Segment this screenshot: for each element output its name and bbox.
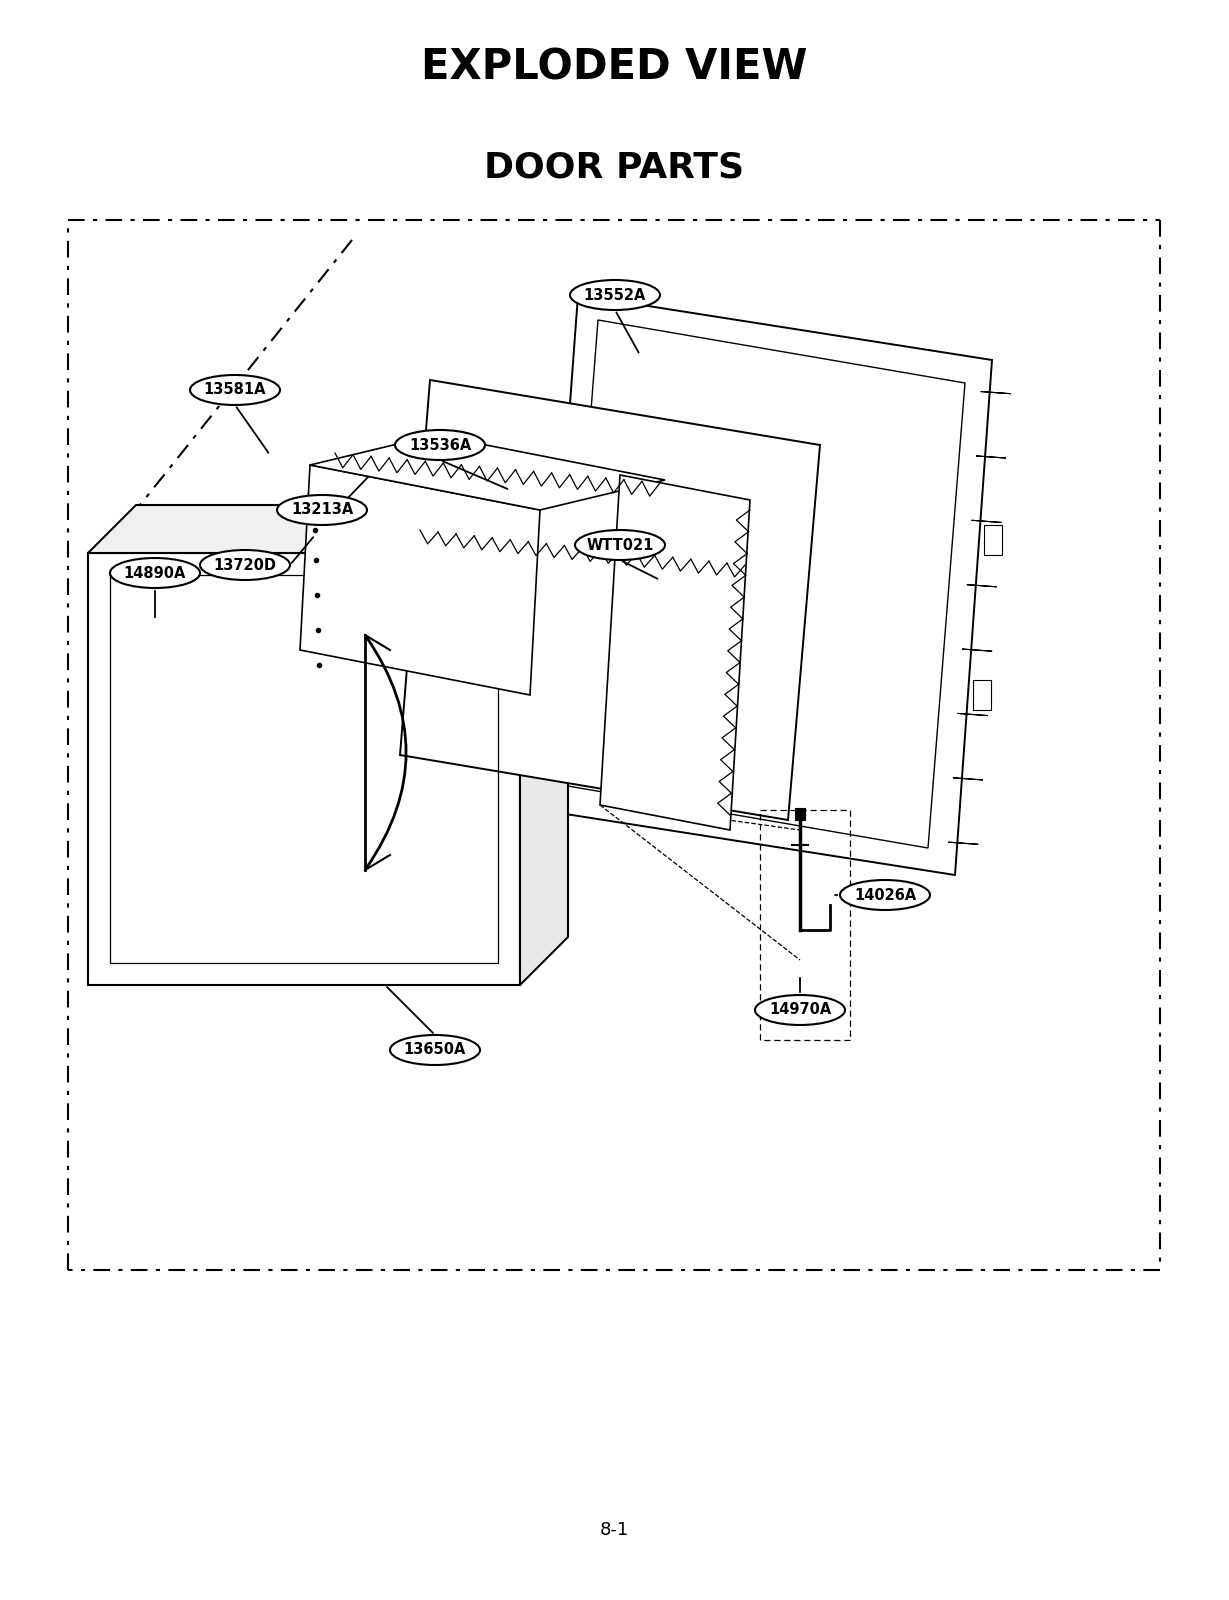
Ellipse shape <box>390 1035 481 1066</box>
Ellipse shape <box>277 494 367 525</box>
Polygon shape <box>949 842 978 845</box>
Polygon shape <box>976 456 1007 458</box>
Polygon shape <box>88 506 568 554</box>
FancyBboxPatch shape <box>973 680 991 710</box>
Polygon shape <box>540 294 992 875</box>
Polygon shape <box>300 466 540 694</box>
Text: 13720D: 13720D <box>214 557 277 573</box>
Ellipse shape <box>839 880 930 910</box>
Polygon shape <box>520 506 568 986</box>
Polygon shape <box>562 320 965 848</box>
Bar <box>795 808 805 819</box>
Polygon shape <box>957 714 988 715</box>
Ellipse shape <box>190 374 280 405</box>
Text: 13552A: 13552A <box>584 288 646 302</box>
Ellipse shape <box>111 558 200 587</box>
Polygon shape <box>88 554 520 986</box>
Text: 14026A: 14026A <box>854 888 916 902</box>
Text: 13650A: 13650A <box>404 1043 466 1058</box>
FancyBboxPatch shape <box>984 525 1002 555</box>
Ellipse shape <box>200 550 290 579</box>
FancyArrowPatch shape <box>366 637 406 867</box>
Ellipse shape <box>755 995 846 1026</box>
Polygon shape <box>967 584 997 587</box>
Polygon shape <box>399 379 820 819</box>
Text: 14890A: 14890A <box>124 565 186 581</box>
Polygon shape <box>971 520 1002 523</box>
Text: 8-1: 8-1 <box>600 1522 628 1539</box>
Polygon shape <box>310 435 665 510</box>
Ellipse shape <box>395 430 485 461</box>
Ellipse shape <box>575 530 665 560</box>
Text: EXPLODED VIEW: EXPLODED VIEW <box>420 46 807 90</box>
Text: 14970A: 14970A <box>769 1003 831 1018</box>
Text: 13213A: 13213A <box>291 502 353 517</box>
Text: WTT021: WTT021 <box>586 538 654 552</box>
Text: 13581A: 13581A <box>204 382 267 397</box>
Polygon shape <box>952 778 983 779</box>
Text: DOOR PARTS: DOOR PARTS <box>484 150 744 186</box>
Polygon shape <box>600 475 750 830</box>
Text: 13536A: 13536A <box>409 437 471 453</box>
Ellipse shape <box>570 280 660 310</box>
Polygon shape <box>962 650 992 651</box>
Polygon shape <box>981 392 1010 394</box>
